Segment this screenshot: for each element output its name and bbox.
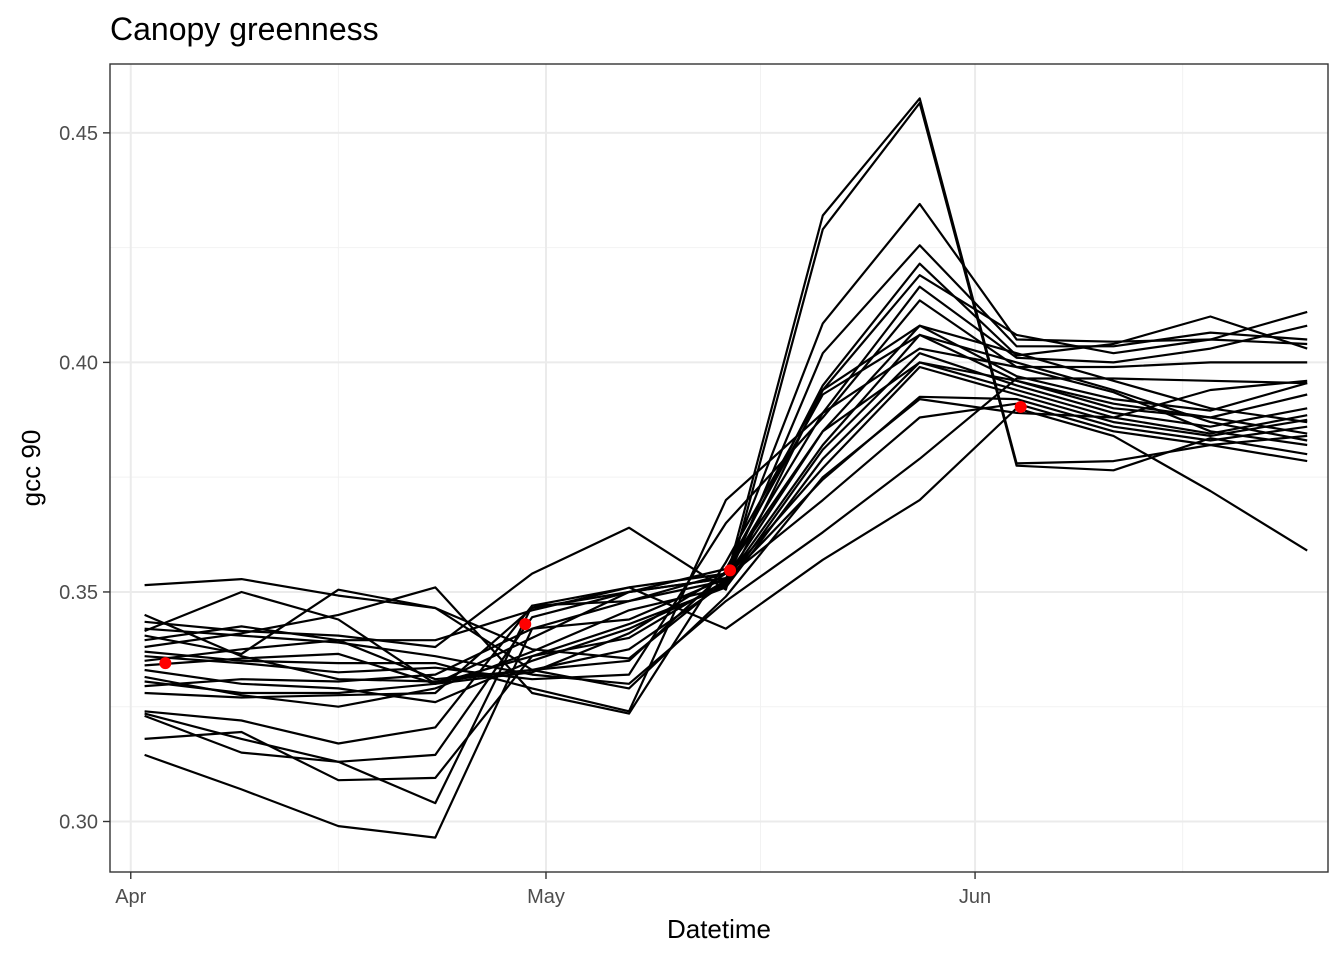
y-tick-label-1: 0.35 [59,582,98,604]
data-point-0 [159,657,172,670]
series-line-s18 [144,324,1308,782]
series-line-s19 [144,361,1308,839]
y-tick-label-0: 0.30 [59,812,98,834]
y-axis-title: gcc 90 [16,430,46,507]
series-line-s4 [144,244,1308,672]
y-tick-label-3: 0.45 [59,123,98,145]
highlight-points [159,400,1027,670]
series-line-s2 [144,101,1308,649]
series-line-s20 [144,407,1308,805]
series-line-s8 [144,299,1308,681]
x-tick-label-2: Jun [959,886,991,908]
series-line-s16 [144,347,1308,745]
x-tick-label-0: Apr [115,886,146,908]
data-point-2 [724,564,737,577]
x-tick-label-1: May [527,886,565,908]
series-line-s7 [144,285,1308,713]
series-line-s6 [144,274,1308,715]
data-point-3 [1014,400,1027,413]
x-axis: Apr May Jun [115,872,991,908]
series-line-s14 [144,395,1308,688]
grid [110,64,1328,872]
y-tick-label-2: 0.40 [59,352,98,374]
data-point-1 [519,618,532,631]
panel-border [109,63,1329,873]
series-line-s3 [144,202,1308,685]
y-axis: 0.30 0.35 0.40 0.45 [59,123,110,834]
chart-title: Canopy greenness [110,11,379,47]
series-lines [144,97,1308,839]
series-line-s21 [144,377,1308,685]
series-line-s22 [144,379,1308,690]
x-axis-title: Datetime [667,914,771,944]
